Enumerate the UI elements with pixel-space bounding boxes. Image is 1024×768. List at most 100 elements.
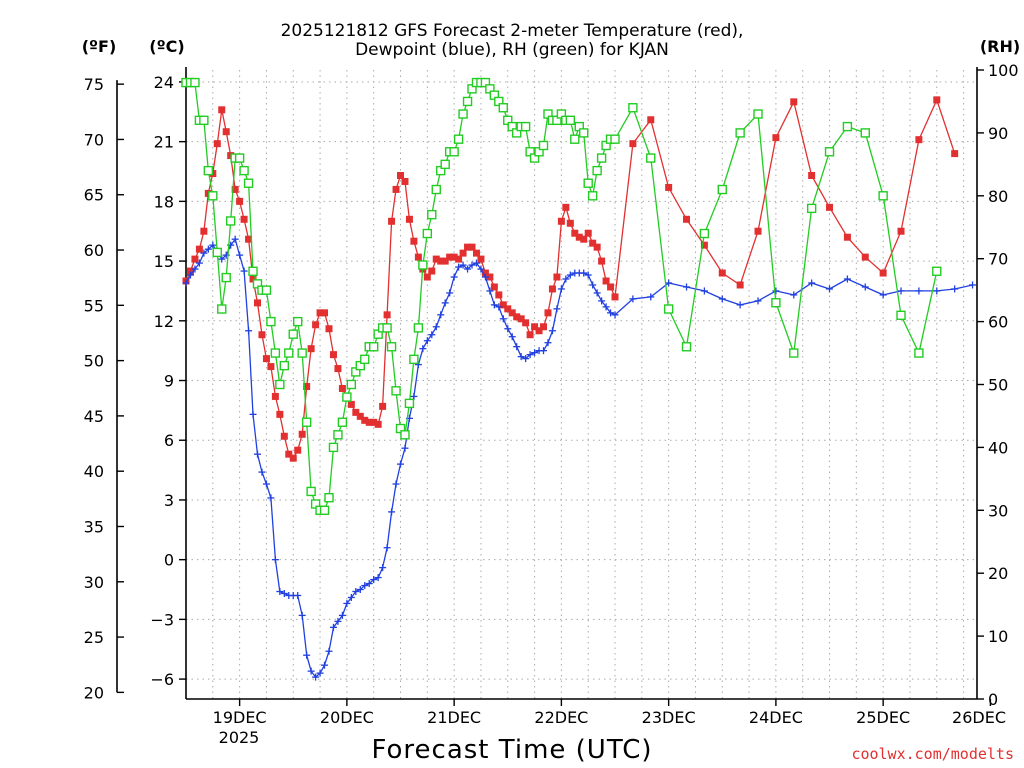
x-tick-label: 22DEC [534, 708, 588, 727]
rh-tick-label: 70 [988, 250, 1008, 269]
temperature-point [486, 273, 494, 281]
rh-point [404, 398, 415, 409]
dewpoint-point [548, 327, 556, 335]
temperature-point [289, 454, 297, 462]
dewpoint-point [477, 265, 485, 273]
rh-point [717, 184, 727, 195]
chart-title-line-2: Dewpoint (blue), RH (green) for KJAN [355, 40, 669, 60]
dewpoint-point [566, 271, 574, 279]
temperature-point [495, 291, 503, 299]
dewpoint-point [423, 337, 431, 345]
dewpoint-point [580, 269, 588, 277]
dewpoint-point [602, 303, 610, 311]
rh-point [440, 159, 450, 170]
temperature-point [544, 309, 552, 317]
temperature-point [231, 185, 239, 193]
rh-point [225, 216, 236, 226]
temperature-point [383, 311, 391, 319]
rh-point [932, 266, 942, 276]
dewpoint-point [428, 331, 436, 339]
temperature-point [441, 257, 449, 265]
rh-point [261, 285, 272, 295]
temperature-point [245, 235, 253, 243]
rh-unit-label: (RH) [980, 37, 1020, 56]
temperature-point [647, 116, 655, 124]
temperature-point [607, 283, 615, 291]
temperature-point [397, 171, 405, 179]
rh-point [239, 165, 249, 176]
temperature-point [517, 315, 525, 323]
rh-point [279, 360, 290, 371]
dewpoint-point [607, 309, 615, 317]
temperature-point [356, 412, 364, 420]
dewpoint-point [531, 349, 539, 357]
temperature-point [933, 96, 941, 104]
rh-point [806, 203, 817, 214]
dewpoint-point [343, 599, 351, 607]
series-dewpoint [182, 235, 977, 681]
rh-point [199, 115, 209, 126]
dewpoint-point [455, 263, 463, 271]
fahrenheit-tick-label: 30 [84, 573, 104, 592]
temperature-point [446, 253, 454, 261]
rh-point [753, 109, 763, 119]
dewpoint-point [593, 289, 601, 297]
rh-point [243, 178, 254, 188]
dewpoint-point [526, 351, 534, 359]
dewpoint-point [267, 494, 275, 502]
rh-point [297, 348, 307, 358]
temperature-point [307, 345, 315, 353]
dewpoint-point [951, 285, 959, 293]
temperature-point [548, 285, 556, 293]
rh-point [409, 354, 419, 365]
rh-point [360, 354, 370, 365]
rh-point [735, 128, 745, 138]
fahrenheit-tick-label: 50 [84, 352, 104, 371]
fahrenheit-tick-label: 25 [84, 628, 104, 647]
temperature-point [790, 98, 798, 106]
temperature-point [718, 269, 726, 277]
dewpoint-point [553, 305, 561, 313]
temperature-point [593, 243, 601, 251]
temperature-point [754, 227, 762, 235]
celsius-tick-label: 12 [154, 312, 174, 331]
fahrenheit-unit-label: (ºF) [82, 37, 117, 56]
temperature-point [370, 418, 378, 426]
dewpoint-point [629, 295, 637, 303]
temperature-point [683, 215, 691, 223]
rh-point [288, 329, 298, 339]
rh-point [324, 493, 334, 503]
dewpoint-point [258, 468, 266, 476]
x-tick-label: 19DEC [213, 708, 267, 727]
temperature-point [535, 327, 543, 335]
dewpoint-point [316, 669, 324, 677]
temperature-point [325, 325, 333, 333]
celsius-tick-label: 15 [154, 252, 174, 271]
fahrenheit-tick-label: 55 [84, 296, 104, 315]
temperature-point [553, 273, 561, 281]
temperature-point [540, 323, 548, 331]
rh-point [333, 430, 343, 440]
dewpoint-point [790, 291, 798, 299]
celsius-tick-label: 24 [154, 73, 174, 92]
dewpoint-point [589, 281, 597, 289]
temperature-point [665, 183, 673, 191]
dewpoint-point [486, 287, 494, 295]
temperature-point [843, 233, 851, 241]
temperature-point [298, 430, 306, 438]
temperature-point [464, 243, 472, 251]
dewpoint-point [665, 279, 673, 287]
dewpoint-point [562, 275, 570, 283]
rh-point [449, 147, 459, 157]
rh-point [328, 442, 339, 453]
rh-point [592, 165, 602, 176]
temperature-line [185, 98, 956, 460]
temperature-point [736, 281, 744, 289]
temperature-point [200, 227, 208, 235]
temperature-point [700, 241, 708, 249]
dewpoint-point [374, 574, 382, 582]
rh-tick-label: 50 [988, 376, 1008, 395]
temperature-point [472, 249, 480, 257]
dewpoint-point [388, 508, 396, 516]
celsius-tick-label: 9 [164, 372, 174, 391]
